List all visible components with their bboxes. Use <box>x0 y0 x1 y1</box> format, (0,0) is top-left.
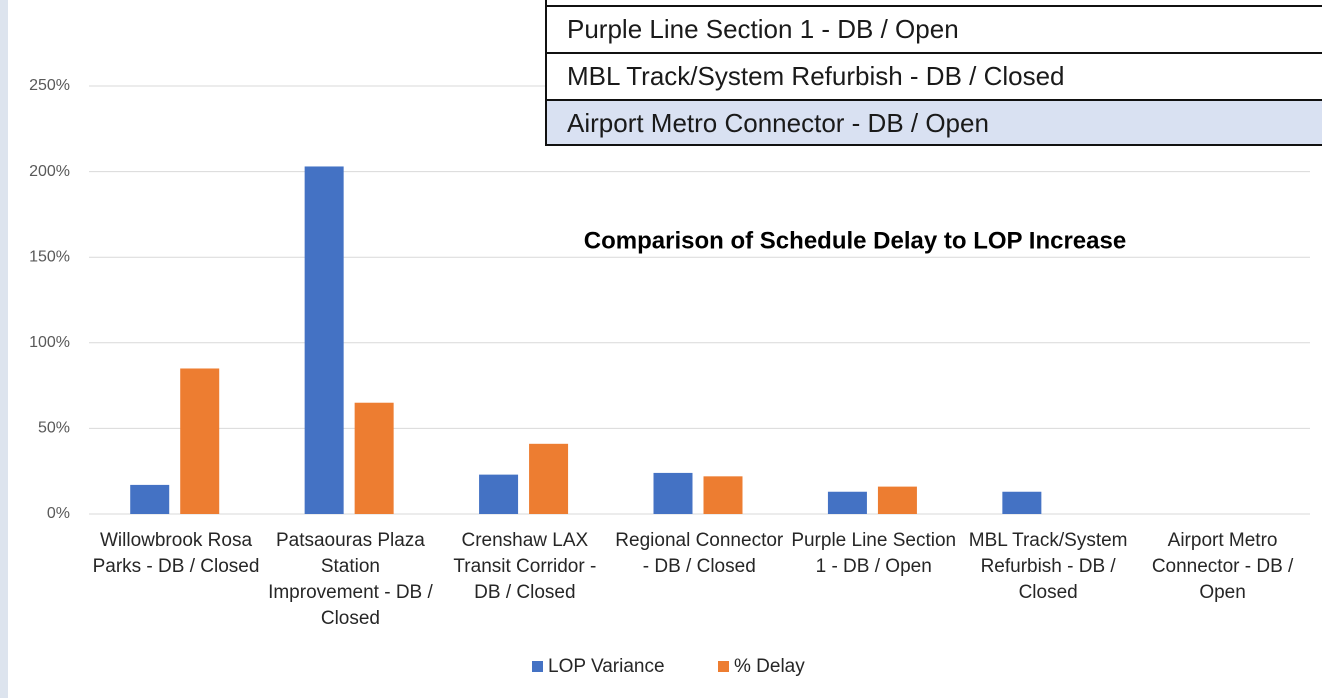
y-tick-label: 100% <box>29 334 70 351</box>
bar <box>130 484 170 514</box>
bar <box>1002 491 1042 514</box>
bar <box>827 491 867 514</box>
grid <box>89 85 1310 515</box>
x-tick-label: MBL Track/System Refurbish - DB / Closed <box>968 530 1128 603</box>
table-edge <box>545 0 1322 5</box>
legend-swatch <box>718 661 729 672</box>
bar <box>304 166 344 515</box>
bar <box>653 472 693 514</box>
table-row: Airport Metro Connector - DB / Open <box>545 99 1322 146</box>
bar <box>479 474 519 514</box>
chart-title: Comparison of Schedule Delay to LOP Incr… <box>584 227 1126 254</box>
bar <box>354 402 394 514</box>
legend-swatch <box>532 661 543 672</box>
x-tick-label: Regional Connector - DB / Closed <box>615 530 784 577</box>
legend-item: LOP Variance <box>532 655 665 679</box>
legend-label: % Delay <box>734 656 805 677</box>
x-tick-label: Willowbrook Rosa Parks - DB / Closed <box>92 530 260 577</box>
y-tick-label: 50% <box>38 420 70 437</box>
y-tick-label: 200% <box>29 163 70 180</box>
bar <box>180 368 220 514</box>
table-row: MBL Track/System Refurbish - DB / Closed <box>545 52 1322 99</box>
bar <box>703 476 743 514</box>
y-tick-label: 0% <box>47 505 70 522</box>
legend-label: LOP Variance <box>548 656 665 677</box>
y-tick-label: 150% <box>29 248 70 265</box>
window-edge <box>0 0 8 698</box>
table-row: Purple Line Section 1 - DB / Open <box>545 5 1322 52</box>
legend-item: % Delay <box>718 655 805 679</box>
y-tick-label: 250% <box>29 77 70 94</box>
overlay-table: Purple Line Section 1 - DB / Open MBL Tra… <box>545 0 1322 146</box>
bar <box>877 486 917 514</box>
bar <box>529 443 569 514</box>
x-tick-label: Patsaouras Plaza Station Improvement - D… <box>268 530 433 629</box>
x-tick-label: Purple Line Section 1 - DB / Open <box>791 530 957 577</box>
x-tick-label: Airport Metro Connector - DB / Open <box>1151 530 1294 603</box>
x-tick-label: Crenshaw LAX Transit Corridor - DB / Clo… <box>453 530 597 603</box>
